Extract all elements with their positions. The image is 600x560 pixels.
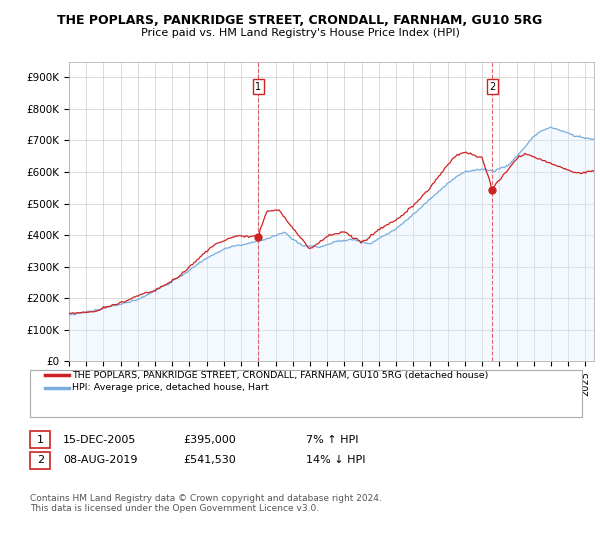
Text: HPI: Average price, detached house, Hart: HPI: Average price, detached house, Hart: [72, 383, 269, 392]
Text: THE POPLARS, PANKRIDGE STREET, CRONDALL, FARNHAM, GU10 5RG (detached house): THE POPLARS, PANKRIDGE STREET, CRONDALL,…: [72, 371, 488, 380]
Text: £541,530: £541,530: [183, 455, 236, 465]
Text: 2: 2: [490, 82, 496, 92]
Text: 2: 2: [37, 455, 44, 465]
Text: Price paid vs. HM Land Registry's House Price Index (HPI): Price paid vs. HM Land Registry's House …: [140, 28, 460, 38]
Text: 7% ↑ HPI: 7% ↑ HPI: [306, 435, 359, 445]
Text: 1: 1: [37, 435, 44, 445]
Text: 14% ↓ HPI: 14% ↓ HPI: [306, 455, 365, 465]
Text: £395,000: £395,000: [183, 435, 236, 445]
Text: THE POPLARS, PANKRIDGE STREET, CRONDALL, FARNHAM, GU10 5RG: THE POPLARS, PANKRIDGE STREET, CRONDALL,…: [58, 14, 542, 27]
Text: 08-AUG-2019: 08-AUG-2019: [63, 455, 137, 465]
Text: 1: 1: [255, 82, 262, 92]
Text: Contains HM Land Registry data © Crown copyright and database right 2024.
This d: Contains HM Land Registry data © Crown c…: [30, 494, 382, 514]
Text: 15-DEC-2005: 15-DEC-2005: [63, 435, 136, 445]
